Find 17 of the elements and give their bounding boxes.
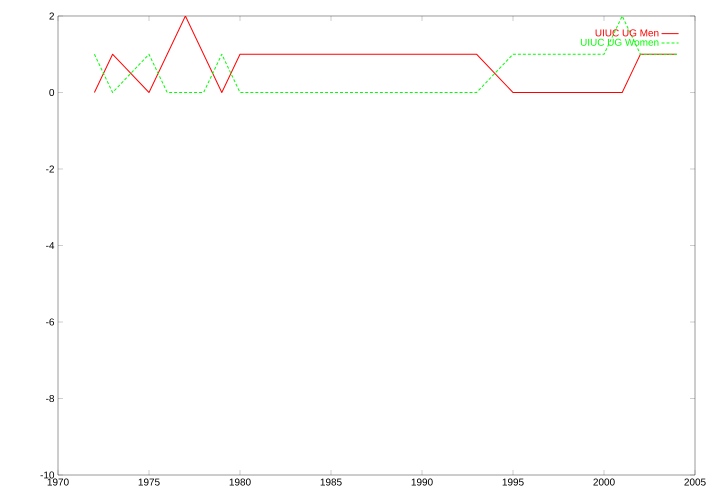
legend-label: UIUC UG Men <box>596 29 658 36</box>
x-tick-label: 1990 <box>412 478 433 486</box>
y-tick-label: -4 <box>46 242 54 249</box>
y-tick-label: 0 <box>49 88 54 96</box>
x-tick-label: 1980 <box>230 478 251 486</box>
y-tick-label: -8 <box>46 394 54 402</box>
x-tick-label: 1970 <box>48 478 69 486</box>
x-tick-label: 1985 <box>320 478 342 486</box>
y-tick-label: -6 <box>46 318 54 326</box>
x-tick-label: 2000 <box>593 478 615 486</box>
x-tick-label: 1975 <box>138 478 160 486</box>
y-tick-label: -10 <box>40 471 54 479</box>
y-tick-label: 2 <box>49 12 54 20</box>
x-tick-label: 1995 <box>502 478 524 486</box>
x-tick-label: 2005 <box>684 478 706 486</box>
legend-label: UIUC UG Women <box>580 38 658 46</box>
y-tick-label: -2 <box>46 166 54 172</box>
